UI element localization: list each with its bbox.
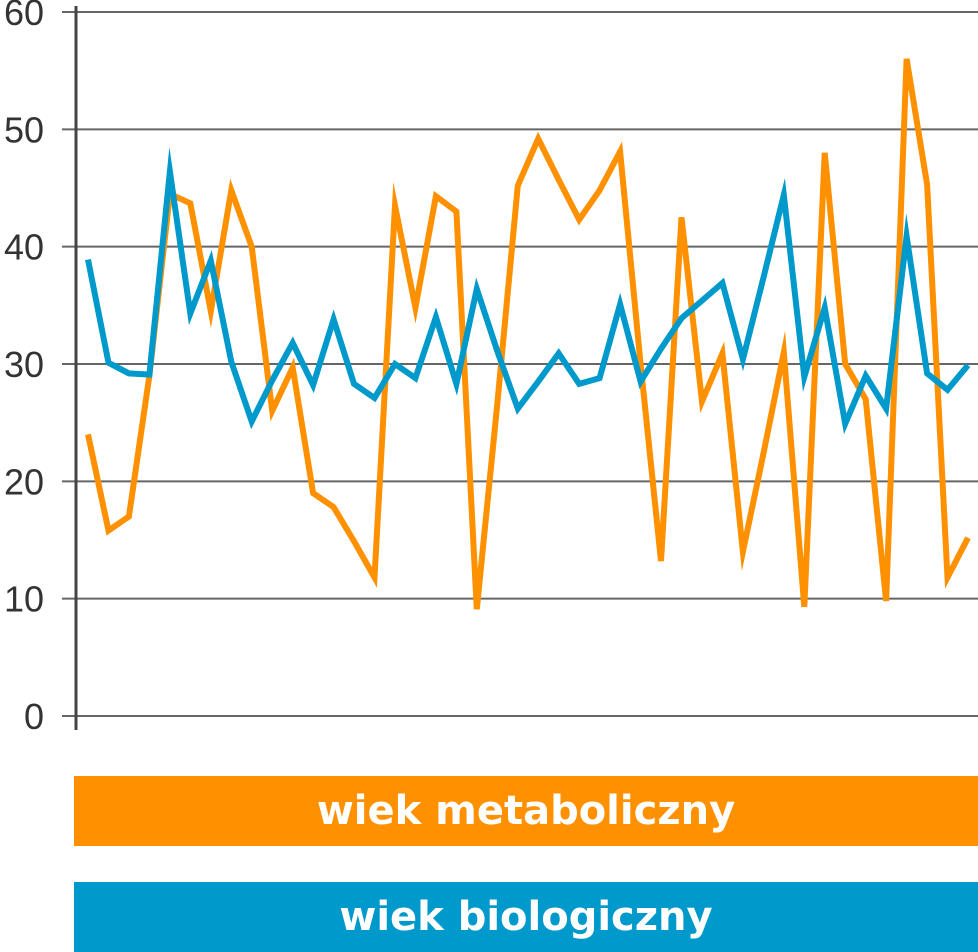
y-tick-label: 40	[4, 227, 44, 268]
series-line-metabolic	[85, 58, 971, 610]
legend-item-metabolic: wiek metaboliczny	[74, 776, 978, 846]
y-tick-labels: 0 10 20 30 40 50 60	[4, 0, 44, 737]
gridlines	[62, 11, 978, 717]
y-tick-label: 10	[4, 579, 44, 620]
y-tick-label: 0	[24, 696, 44, 737]
line-chart: 0 10 20 30 40 50 60	[4, 0, 978, 737]
y-tick-label: 30	[4, 344, 44, 385]
legend-item-biological: wiek biologiczny	[74, 882, 978, 952]
y-tick-label: 20	[4, 461, 44, 502]
y-tick-label: 50	[4, 109, 44, 150]
legend-label-biological: wiek biologiczny	[339, 894, 713, 940]
legend-label-metabolic: wiek metaboliczny	[316, 788, 736, 834]
y-tick-label: 60	[4, 0, 44, 33]
series-lines	[85, 58, 971, 610]
series-line-biological	[85, 146, 971, 435]
